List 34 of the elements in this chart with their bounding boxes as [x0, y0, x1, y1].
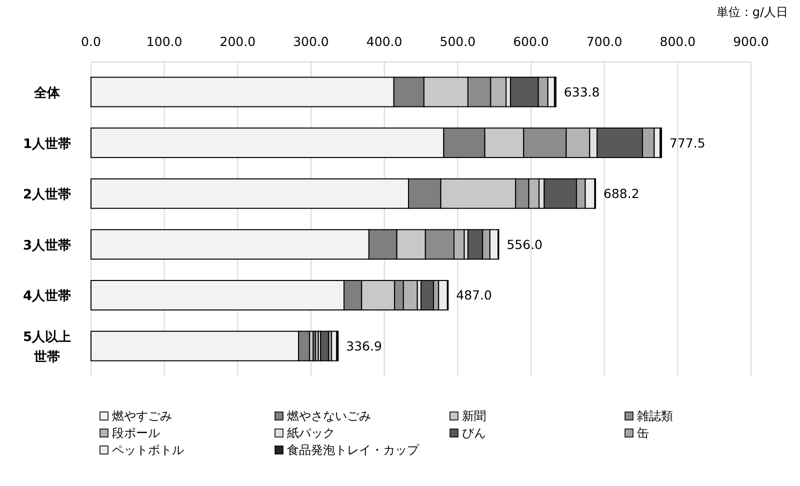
legend-label: 紙パック [287, 426, 335, 440]
legend-label: 燃やさないごみ [287, 409, 371, 423]
x-tick-label: 0.0 [81, 34, 101, 49]
x-tick-label: 100.0 [146, 34, 182, 49]
total-label: 633.8 [564, 84, 600, 100]
legend-label: びん [462, 426, 486, 440]
x-tick-label: 800.0 [660, 34, 696, 49]
x-tick-label: 200.0 [220, 34, 256, 49]
y-tick-label: 4人世帯 [22, 289, 72, 304]
y-tick-label: 2人世帯 [22, 188, 72, 203]
y-tick-label: 全体 [33, 86, 61, 101]
y-tick-label: 1人世帯 [22, 136, 72, 152]
x-tick-label: 700.0 [586, 34, 622, 49]
legend-label: 食品発泡トレイ・カップ [287, 443, 420, 457]
x-tick-label: 300.0 [293, 34, 329, 49]
bar [420, 280, 434, 310]
total-label: 777.5 [670, 135, 706, 150]
y-tick-label: 5人以上世帯 [22, 330, 72, 366]
total-label: 336.9 [346, 338, 382, 354]
text: 単位：g/人日 [716, 5, 788, 19]
legend-label: 段ボール [112, 426, 160, 440]
legend-label: 燃やすごみ [112, 409, 172, 423]
total-label: 556.0 [506, 236, 543, 252]
x-tick-label: 500.0 [440, 34, 476, 49]
x-tick-label: 900.0 [733, 34, 769, 49]
x-tick-label: 400.0 [366, 34, 402, 49]
total-label: 688.2 [604, 186, 640, 202]
legend-label: ペットボトル [112, 443, 184, 457]
total-label: 487.0 [456, 288, 492, 303]
legend-label: 雑誌類 [637, 409, 673, 423]
legend-label: 缶 [637, 426, 649, 440]
y-tick-label: 3人世帯 [22, 238, 72, 254]
legend-label: 新聞 [462, 409, 486, 423]
x-tick-label: 600.0 [513, 34, 549, 49]
